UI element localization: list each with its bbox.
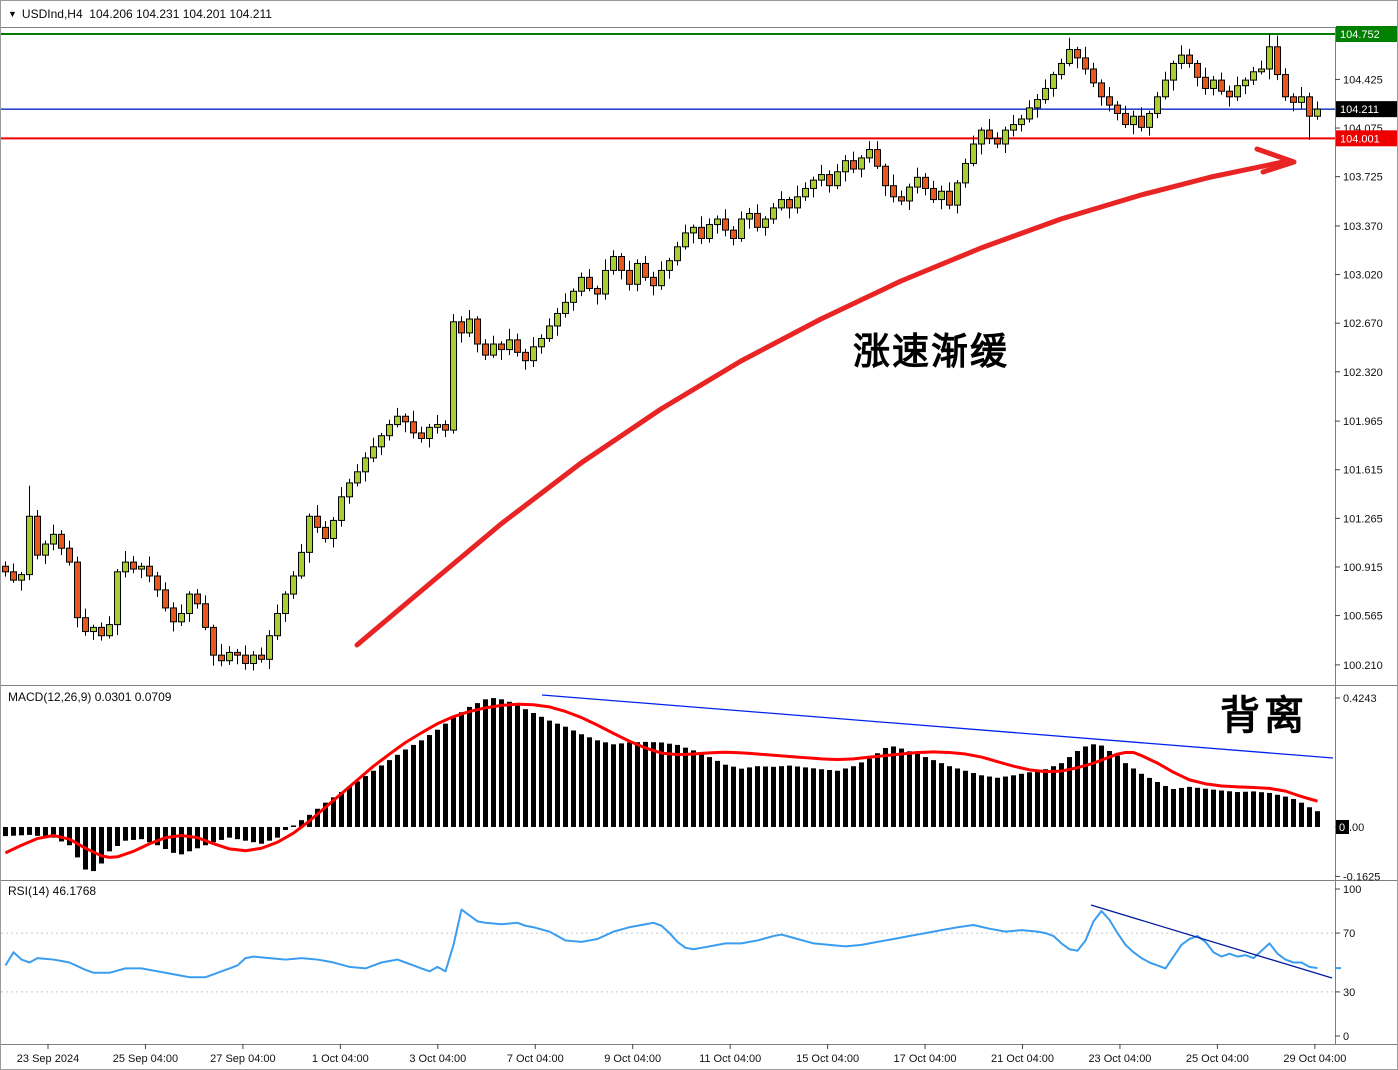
rsi-indicator-label: RSI(14) 46.1768 — [8, 884, 97, 898]
annotation-rising-slowing[interactable]: 涨速渐缓 — [853, 331, 1009, 372]
svg-text:25 Oct 04:00: 25 Oct 04:00 — [1186, 1053, 1249, 1065]
svg-text:15 Oct 04:00: 15 Oct 04:00 — [796, 1053, 859, 1065]
svg-text:7 Oct 04:00: 7 Oct 04:00 — [507, 1053, 564, 1065]
svg-text:104.425: 104.425 — [1343, 74, 1383, 86]
candlestick-series[interactable] — [2, 34, 1321, 671]
macd-zero-badge — [1336, 820, 1349, 834]
svg-text:100: 100 — [1343, 884, 1361, 896]
macd-histogram — [3, 698, 1320, 872]
price-axis[interactable]: 104.425104.075103.725103.370103.020102.6… — [1335, 26, 1397, 672]
rsi-line — [4, 908, 1318, 979]
svg-text:17 Oct 04:00: 17 Oct 04:00 — [894, 1053, 957, 1065]
svg-text:101.615: 101.615 — [1343, 465, 1383, 477]
svg-text:104.001: 104.001 — [1340, 133, 1380, 145]
svg-text:103.020: 103.020 — [1343, 270, 1383, 282]
svg-text:101.265: 101.265 — [1343, 513, 1383, 525]
svg-text:101.965: 101.965 — [1343, 416, 1383, 428]
macd-indicator-label: MACD(12,26,9) 0.0301 0.0709 — [8, 690, 172, 704]
time-axis[interactable]: 23 Sep 2024 25 Sep 04:00 27 Sep 04:00 1 Oct… — [17, 1044, 1347, 1065]
svg-text:.00: .00 — [1349, 822, 1364, 834]
price-badge-104.211 — [1336, 101, 1397, 118]
macd-trendline[interactable] — [541, 694, 1334, 759]
svg-text:3 Oct 04:00: 3 Oct 04:00 — [409, 1053, 466, 1065]
annotation-divergence[interactable]: 背离 — [1220, 694, 1308, 738]
chevron-down-icon[interactable]: ▼ — [8, 9, 17, 19]
macd-panel[interactable] — [3, 694, 1334, 872]
svg-text:29 Oct 04:00: 29 Oct 04:00 — [1283, 1053, 1346, 1065]
price-badge-104.752 — [1336, 26, 1397, 42]
svg-text:21 Oct 04:00: 21 Oct 04:00 — [991, 1053, 1054, 1065]
macd-axis[interactable]: 0.4243 -0.1625 0 .00 — [1335, 693, 1380, 883]
svg-text:102.670: 102.670 — [1343, 318, 1383, 330]
svg-text:25 Sep 04:00: 25 Sep 04:00 — [113, 1053, 178, 1065]
svg-text:100.210: 100.210 — [1343, 660, 1383, 672]
svg-text:23 Sep 2024: 23 Sep 2024 — [17, 1053, 79, 1065]
price-badge-104.001 — [1336, 130, 1397, 147]
ohlc-values: 104.206 104.231 104.201 104.211 — [89, 7, 272, 21]
svg-text:100.565: 100.565 — [1343, 611, 1383, 623]
svg-text:9 Oct 04:00: 9 Oct 04:00 — [604, 1053, 661, 1065]
trend-arrow[interactable] — [354, 146, 1297, 648]
svg-text:11 Oct 04:00: 11 Oct 04:00 — [699, 1053, 761, 1065]
svg-text:1 Oct 04:00: 1 Oct 04:00 — [312, 1053, 369, 1065]
chart-header: ▼ USDInd,H4 104.206 104.231 104.201 104.2… — [8, 7, 272, 21]
macd-signal-line — [4, 702, 1318, 859]
svg-text:0: 0 — [1339, 822, 1345, 834]
svg-text:0: 0 — [1343, 1031, 1349, 1043]
symbol-period-label: USDInd,H4 — [21, 7, 83, 21]
rsi-axis[interactable]: 100 70 30 0 — [1335, 884, 1361, 1043]
rsi-panel[interactable] — [1, 904, 1335, 993]
svg-text:104.211: 104.211 — [1340, 104, 1379, 116]
svg-text:103.725: 103.725 — [1343, 172, 1383, 184]
rsi-trendline[interactable] — [1090, 904, 1333, 979]
price-panel[interactable] — [1, 33, 1335, 671]
svg-text:-0.1625: -0.1625 — [1343, 871, 1380, 883]
svg-text:27 Sep 04:00: 27 Sep 04:00 — [210, 1053, 275, 1065]
panel-frame — [1, 27, 1397, 1045]
svg-text:103.370: 103.370 — [1343, 221, 1383, 233]
svg-text:0.4243: 0.4243 — [1343, 693, 1377, 705]
svg-text:30: 30 — [1343, 987, 1355, 999]
svg-text:70: 70 — [1343, 928, 1355, 940]
svg-text:104.752: 104.752 — [1340, 29, 1380, 41]
svg-text:23 Oct 04:00: 23 Oct 04:00 — [1088, 1053, 1151, 1065]
svg-text:102.320: 102.320 — [1343, 367, 1383, 379]
svg-text:100.915: 100.915 — [1343, 562, 1383, 574]
